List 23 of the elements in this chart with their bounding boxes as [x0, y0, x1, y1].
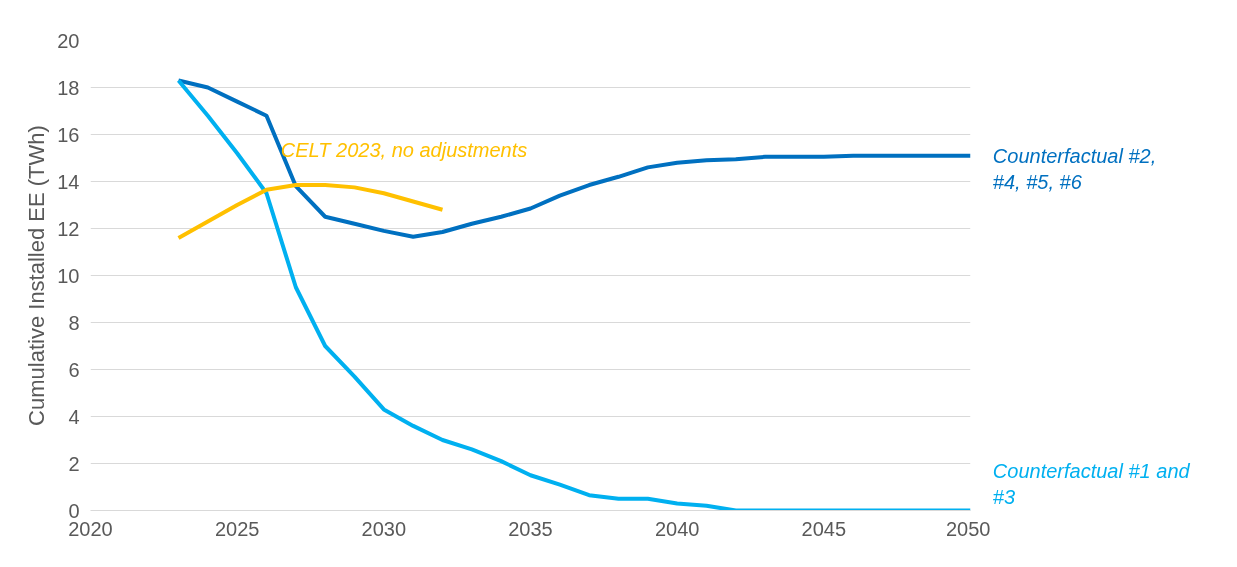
y-axis-title: Cumulative Installed EE (TWh): [24, 125, 50, 426]
y-tick-label: 2: [68, 452, 80, 475]
y-tick-label: 4: [68, 405, 80, 428]
y-tick-label: 14: [57, 170, 80, 193]
y-tick-label: 20: [57, 29, 80, 52]
x-tick-label: 2040: [654, 517, 700, 540]
series-label: CELT 2023, no adjustments: [280, 139, 528, 162]
y-tick-label: 6: [68, 358, 80, 381]
y-tick-label: 8: [68, 311, 80, 334]
y-tick-label: 18: [57, 76, 80, 99]
x-tick-label: 2045: [801, 517, 847, 540]
y-tick-label: 16: [57, 123, 80, 146]
line-series: [176, 78, 971, 239]
x-tick-label: 2025: [214, 517, 260, 540]
x-tick-label: 2035: [508, 517, 553, 540]
series-label: Counterfactual #1 and #3: [992, 459, 1191, 508]
line-series: [176, 183, 445, 240]
x-tick-label: 2050: [946, 517, 991, 540]
line-series: [176, 78, 971, 511]
x-tick-label: 2030: [361, 517, 407, 540]
y-tick-label: 12: [57, 217, 80, 240]
y-tick-label: 10: [57, 264, 80, 287]
series-label: Counterfactual #2, #4, #5, #6: [992, 144, 1157, 193]
